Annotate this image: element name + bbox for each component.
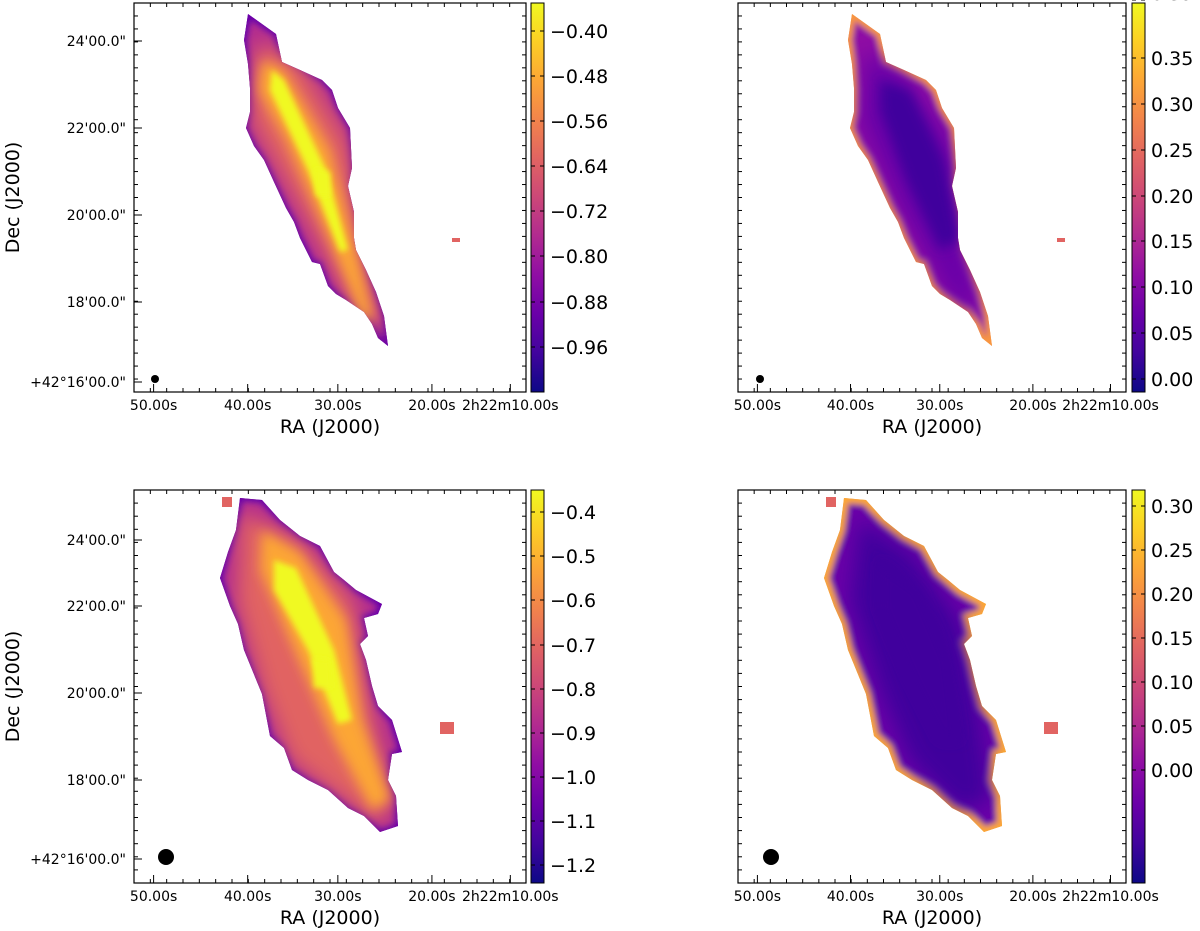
colorbar-tick-label: −0.96 [550, 337, 608, 359]
map-island [452, 238, 460, 242]
colorbar-tick-label: −0.64 [550, 156, 608, 178]
map-image [220, 498, 402, 832]
colorbar-tick-label: −1.0 [550, 767, 596, 789]
colorbar-tick-label: −0.4 [550, 502, 596, 524]
y-axis-label: Dec (J2000) [2, 142, 24, 254]
x-axis-label: RA (J2000) [882, 416, 982, 438]
x-tick-label: 2h22m10.00s [1062, 398, 1159, 414]
x-tick-label: 30.00s [314, 889, 361, 905]
x-tick-label: 2h22m10.00s [1062, 889, 1159, 905]
colorbar-tick-label: 0.25 [1151, 540, 1193, 562]
map-image [848, 14, 992, 346]
y-tick-label: 24'00.0" [67, 533, 126, 549]
map-island [1044, 722, 1058, 734]
x-tick-label: 20.00s [1009, 889, 1056, 905]
colorbar-tick-label: −1.2 [550, 855, 596, 877]
x-tick-label: 30.00s [916, 398, 963, 414]
colorbar-tick-label: 0.20 [1151, 186, 1193, 208]
map-intensity-region [274, 560, 352, 724]
x-tick-label: 2h22m10.00s [462, 398, 559, 414]
colorbar-tick-label: 0.20 [1151, 584, 1193, 606]
map-island [222, 497, 232, 507]
y-tick-label: 22'00.0" [67, 599, 126, 615]
colorbar-tick-label: −0.48 [550, 66, 608, 88]
colorbar [530, 2, 545, 393]
y-tick-label: 20'00.0" [67, 208, 126, 224]
x-tick-label: 20.00s [1009, 398, 1056, 414]
map-island [440, 722, 454, 734]
beam-marker [151, 375, 159, 383]
map-intensity-region [880, 560, 960, 740]
colorbar-tick-label: −0.7 [550, 635, 596, 657]
colorbar-tick-label: 0.25 [1151, 140, 1193, 162]
colorbar-tick-label: 0.05 [1151, 716, 1193, 738]
colorbar-tick-label: 0.30 [1151, 94, 1193, 116]
x-tick-label: 40.00s [224, 889, 271, 905]
x-tick-label: 50.00s [130, 398, 177, 414]
x-tick-label: 20.00s [408, 889, 455, 905]
map-intensity-region [314, 168, 330, 196]
x-axis-label: RA (J2000) [882, 907, 982, 929]
beam-marker [158, 849, 174, 865]
x-tick-label: 40.00s [827, 889, 874, 905]
x-tick-label: 2h22m10.00s [462, 889, 559, 905]
map-image [244, 14, 388, 346]
beam-marker [756, 375, 764, 383]
colorbar-tick-label: −0.80 [550, 246, 608, 268]
map-intensity-region [880, 80, 960, 250]
map-island [826, 497, 836, 507]
colorbar-tick-label: −0.40 [550, 21, 608, 43]
x-tick-label: 30.00s [314, 398, 361, 414]
colorbar-tick-label: 0.35 [1151, 48, 1193, 70]
x-tick-label: 50.00s [734, 889, 781, 905]
x-axis-label: RA (J2000) [280, 416, 380, 438]
y-tick-label: 18'00.0" [67, 295, 126, 311]
colorbar-tick-label: −0.8 [550, 679, 596, 701]
y-tick-label: 22'00.0" [67, 121, 126, 137]
colorbar-tick-label: −0.6 [550, 590, 596, 612]
y-tick-label: 18'00.0" [67, 773, 126, 789]
colorbar-tick-label: −0.72 [550, 201, 608, 223]
colorbar-tick-label: 0.15 [1151, 231, 1193, 253]
x-axis-label: RA (J2000) [280, 907, 380, 929]
map-image [824, 498, 1006, 832]
colorbar-tick-label: 0.05 [1151, 323, 1193, 345]
y-axis-label: Dec (J2000) [2, 631, 24, 743]
x-tick-label: 50.00s [734, 398, 781, 414]
x-tick-label: 50.00s [130, 889, 177, 905]
map-island [1057, 238, 1065, 242]
colorbar [530, 489, 545, 884]
colorbar-tick-label: −0.56 [550, 111, 608, 133]
x-tick-label: 40.00s [224, 398, 271, 414]
colorbar-tick-label: −0.5 [550, 546, 596, 568]
y-tick-label: +42°16'00.0" [30, 852, 126, 868]
colorbar-tick-label: −1.1 [550, 811, 596, 833]
panel-1: 50.00s 40.00s 30.00s 20.00s 2h22m10.00s RA (J… [2, 2, 608, 438]
y-tick-label: 20'00.0" [67, 686, 126, 702]
colorbar-tick-label: −0.88 [550, 292, 608, 314]
colorbar-tick-label: 0.30 [1151, 496, 1193, 518]
y-tick-label: +42°16'00.0" [30, 375, 126, 391]
colorbar-tick-label: −0.9 [550, 723, 596, 745]
map-intensity-region [312, 658, 332, 688]
x-tick-label: 40.00s [827, 398, 874, 414]
panel-2: 50.00s 40.00s 30.00s 20.00s 2h22m10.00s RA (J… [734, 2, 1193, 438]
colorbar-tick-label: 0.15 [1151, 628, 1193, 650]
colorbar-tick-label: 0.10 [1151, 277, 1193, 299]
colorbar-tick-label: 0.10 [1151, 672, 1193, 694]
beam-marker [763, 849, 779, 865]
panel-3: 50.00s 40.00s 30.00s 20.00s 2h22m10.00s RA (J… [2, 489, 596, 929]
panel-4: 50.00s 40.00s 30.00s 20.00s 2h22m10.00s RA (J… [734, 0, 1193, 929]
y-tick-label: 24'00.0" [67, 34, 126, 50]
colorbar-tick-label: 0.00 [1151, 369, 1193, 391]
colorbar [1131, 489, 1146, 884]
map-intensity-region [270, 70, 348, 252]
colorbar [1131, 2, 1146, 393]
colorbar-tick-label: 0.35 [1151, 0, 1193, 5]
colorbar-tick-label: 0.00 [1151, 760, 1193, 782]
x-tick-label: 30.00s [916, 889, 963, 905]
x-tick-label: 20.00s [408, 398, 455, 414]
